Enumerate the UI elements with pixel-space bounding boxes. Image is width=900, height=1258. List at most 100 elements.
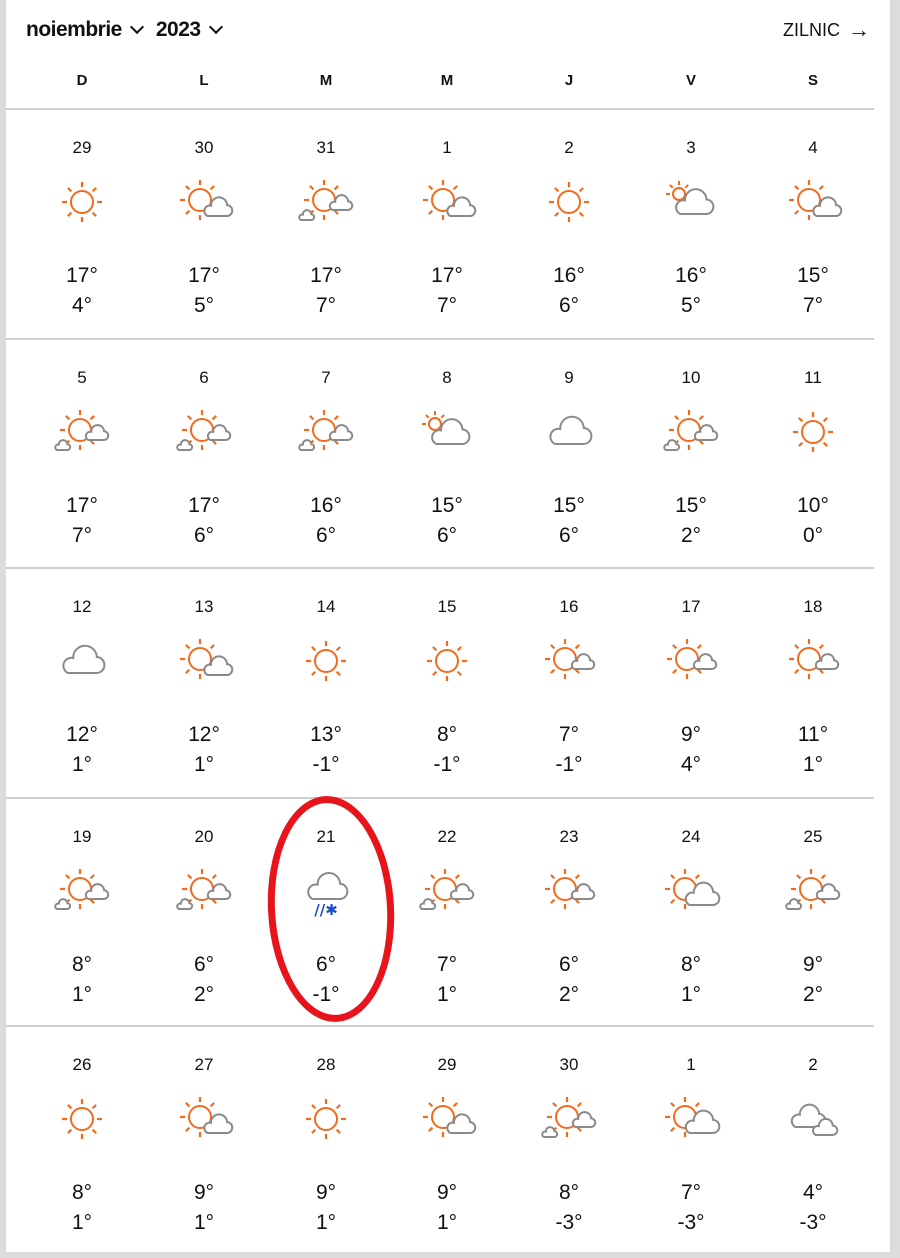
- low-temp: 6°: [558, 524, 580, 547]
- day-number: 24: [681, 827, 701, 846]
- low-temp: -1°: [312, 983, 340, 1006]
- sun-clouds-icon: [176, 410, 232, 451]
- day-cell[interactable]: 21 //✱ 6° -1°: [271, 799, 381, 1009]
- year-label: 2023: [155, 18, 201, 41]
- day-cell[interactable]: 23 6° 2°: [514, 799, 624, 1009]
- weekday-label: M: [319, 72, 333, 89]
- day-number: 3: [686, 138, 696, 157]
- low-temp: 7°: [315, 294, 337, 317]
- day-cell[interactable]: 22 7° 1°: [392, 799, 502, 1009]
- day-number: 2: [564, 138, 574, 157]
- sun-cloud-icon: [180, 1097, 234, 1137]
- low-temp: 1°: [436, 1211, 458, 1234]
- day-cell[interactable]: 25 9° 2°: [758, 799, 868, 1009]
- day-cell[interactable]: 24 8° 1°: [636, 799, 746, 1009]
- sun-cloud-small-icon: [667, 639, 718, 679]
- sun-icon: [427, 641, 467, 681]
- high-temp: 6°: [193, 953, 215, 976]
- low-temp: 6°: [315, 524, 337, 547]
- low-temp: 1°: [71, 1211, 93, 1234]
- day-number: 26: [72, 1055, 92, 1074]
- high-temp: 17°: [431, 264, 463, 287]
- high-temp: 17°: [188, 494, 220, 517]
- day-cell[interactable]: 5 17° 7°: [27, 340, 137, 550]
- high-temp: 9°: [680, 723, 702, 746]
- day-cell[interactable]: 10 15° 2°: [636, 340, 746, 550]
- sun-clouds-icon: [785, 869, 841, 910]
- sun-cloud-icon: [180, 639, 234, 679]
- day-cell[interactable]: 13 12° 1°: [149, 569, 259, 779]
- day-number: 16: [559, 597, 579, 616]
- day-cell[interactable]: 31 17° 7°: [271, 110, 381, 320]
- day-cell[interactable]: 12 12° 1°: [27, 569, 137, 779]
- day-cell[interactable]: 6 17° 6°: [149, 340, 259, 550]
- day-cell[interactable]: 16 7° -1°: [514, 569, 624, 779]
- sun-icon: [793, 412, 833, 452]
- day-cell[interactable]: 11 10° 0°: [758, 340, 868, 550]
- arrow-right-icon: →: [848, 17, 870, 42]
- row-divider: [6, 108, 874, 110]
- high-temp: 15°: [553, 494, 585, 517]
- day-number: 2: [808, 1055, 818, 1074]
- day-number: 17: [681, 597, 701, 616]
- sun-cloud-small-icon: [545, 639, 596, 679]
- weekday-label: D: [76, 72, 88, 89]
- rain-snow-icon: //✱: [307, 871, 349, 919]
- weekday-label: J: [564, 72, 574, 89]
- high-temp: 17°: [188, 264, 220, 287]
- day-cell[interactable]: 7 16° 6°: [271, 340, 381, 550]
- high-temp: 15°: [675, 494, 707, 517]
- day-cell[interactable]: 2 4° -3°: [758, 1027, 868, 1237]
- day-cell[interactable]: 29 17° 4°: [27, 110, 137, 320]
- day-cell[interactable]: 28 9° 1°: [271, 1027, 381, 1237]
- low-temp: -3°: [555, 1211, 583, 1234]
- day-number: 6: [199, 368, 209, 387]
- year-select[interactable]: 2023: [156, 18, 229, 42]
- day-cell[interactable]: 8 15° 6°: [392, 340, 502, 550]
- low-temp: 7°: [71, 524, 93, 547]
- day-cell[interactable]: 9 15° 6°: [514, 340, 624, 550]
- day-number: 23: [559, 827, 579, 846]
- sun-icon: [306, 641, 346, 681]
- day-cell[interactable]: 15 8° -1°: [392, 569, 502, 779]
- day-cell[interactable]: 4 15° 7°: [758, 110, 868, 320]
- low-temp: -1°: [555, 753, 583, 776]
- day-cell[interactable]: 2 16° 6°: [514, 110, 624, 320]
- day-cell[interactable]: 19 8° 1°: [27, 799, 137, 1009]
- two-clouds-icon: [790, 1103, 839, 1136]
- day-number: 14: [316, 597, 336, 616]
- day-cell[interactable]: 18 11° 1°: [758, 569, 868, 779]
- low-temp: 2°: [558, 983, 580, 1006]
- day-number: 8: [442, 368, 452, 387]
- day-number: 5: [77, 368, 87, 387]
- day-cell[interactable]: 27 9° 1°: [149, 1027, 259, 1237]
- day-cell[interactable]: 20 6° 2°: [149, 799, 259, 1009]
- cloud-icon: [549, 415, 593, 446]
- low-temp: 5°: [193, 294, 215, 317]
- day-number: 31: [316, 138, 336, 157]
- day-number: 4: [808, 138, 818, 157]
- day-cell[interactable]: 1 17° 7°: [392, 110, 502, 320]
- day-cell[interactable]: 30 8° -3°: [514, 1027, 624, 1237]
- day-number: 19: [72, 827, 92, 846]
- daily-view-link[interactable]: ZILNIC →: [783, 17, 870, 43]
- row-divider: [6, 1025, 874, 1027]
- day-cell[interactable]: 3 16° 5°: [636, 110, 746, 320]
- sun-icon: [62, 1099, 102, 1139]
- cloud-sun-low-icon: [666, 181, 715, 215]
- day-cell[interactable]: 1 7° -3°: [636, 1027, 746, 1237]
- cloud-sun-low-icon: [422, 411, 471, 445]
- low-temp: 6°: [558, 294, 580, 317]
- sun-clouds-icon: [663, 410, 719, 451]
- day-cell[interactable]: 29 9° 1°: [392, 1027, 502, 1237]
- day-cell[interactable]: 30 17° 5°: [149, 110, 259, 320]
- day-cell[interactable]: 26 8° 1°: [27, 1027, 137, 1237]
- low-temp: 1°: [680, 983, 702, 1006]
- low-temp: 7°: [436, 294, 458, 317]
- high-temp: 4°: [802, 1181, 824, 1204]
- low-temp: 7°: [802, 294, 824, 317]
- day-cell[interactable]: 17 9° 4°: [636, 569, 746, 779]
- day-cell[interactable]: 14 13° -1°: [271, 569, 381, 779]
- low-temp: 4°: [71, 294, 93, 317]
- month-select[interactable]: noiembrie: [26, 18, 150, 42]
